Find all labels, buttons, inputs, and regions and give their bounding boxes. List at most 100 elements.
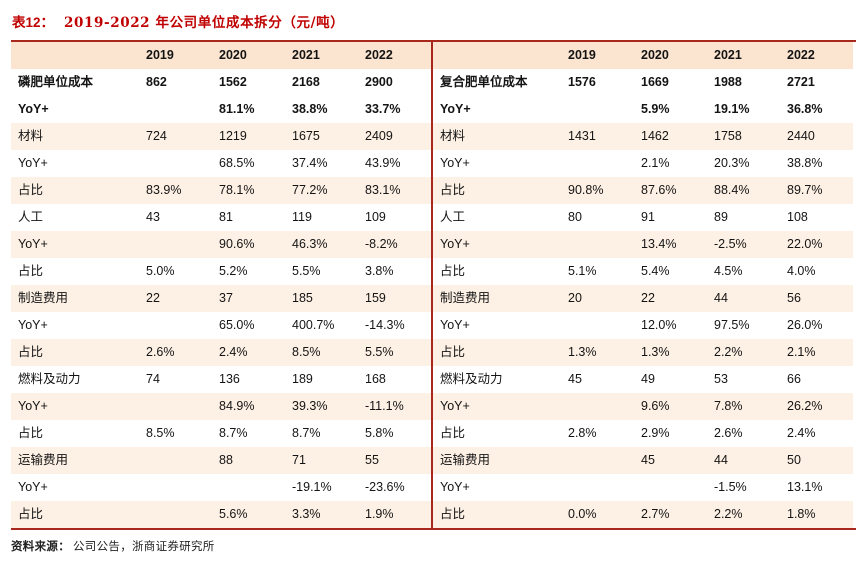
value-cell: 88.4% bbox=[707, 177, 780, 204]
table-row: 占比 1.3% 1.3% 2.2% 2.1% bbox=[433, 339, 853, 366]
row-label-cell: YoY+ bbox=[11, 393, 139, 420]
value-cell: 26.2% bbox=[780, 393, 853, 420]
value-cell: -19.1% bbox=[292, 480, 332, 494]
value-cell: 5.2% bbox=[219, 264, 248, 278]
source-label: 资料来源： bbox=[11, 541, 70, 553]
row-label-cell: YoY+ bbox=[440, 102, 471, 116]
table-row: YoY+ 68.5% 37.4% 43.9% bbox=[11, 150, 431, 177]
value-cell: 45 bbox=[634, 447, 707, 474]
value-cell: 3.8% bbox=[365, 264, 394, 278]
table-row: 占比 5.0% 5.2% 5.5% 3.8% bbox=[11, 258, 431, 285]
value-cell: -14.3% bbox=[365, 318, 405, 332]
value-cell: 5.4% bbox=[641, 264, 670, 278]
row-label-header-cell bbox=[11, 42, 139, 69]
table-row: 占比 2.6% 2.4% 8.5% 5.5% bbox=[11, 339, 431, 366]
row-label-header-cell bbox=[433, 42, 561, 69]
value-cell: 91 bbox=[641, 210, 655, 224]
table-row: 燃料及动力 45 49 53 66 bbox=[433, 366, 853, 393]
row-label-cell: 材料 bbox=[11, 123, 139, 150]
value-cell: 5.5% bbox=[292, 264, 321, 278]
value-cell: 20.3% bbox=[714, 156, 750, 170]
value-cell: 9.6% bbox=[634, 393, 707, 420]
value-cell: 400.7% bbox=[292, 318, 335, 332]
table-row: YoY+ 65.0% 400.7% -14.3% bbox=[11, 312, 431, 339]
value-cell: 46.3% bbox=[285, 231, 358, 258]
value-cell: 44 bbox=[707, 447, 780, 474]
value-cell: 2.9% bbox=[641, 426, 670, 440]
value-cell: 81 bbox=[219, 210, 233, 224]
value-cell bbox=[561, 312, 634, 339]
value-cell: 136 bbox=[219, 372, 240, 386]
table-row: 材料 724 1219 1675 2409 bbox=[11, 123, 431, 150]
value-cell: 33.7% bbox=[365, 102, 401, 116]
table-row: 占比 0.0% 2.7% 2.2% 1.8% bbox=[433, 501, 853, 528]
value-cell: 38.8% bbox=[292, 102, 328, 116]
value-cell: 26.0% bbox=[787, 318, 823, 332]
row-label-cell: 制造费用 bbox=[11, 285, 139, 312]
table-row: YoY+ 81.1% 38.8% 33.7% bbox=[11, 96, 431, 123]
row-label-cell: 占比 bbox=[11, 501, 139, 528]
row-label-cell: 人工 bbox=[440, 210, 466, 224]
value-cell: 8.7% bbox=[292, 426, 321, 440]
value-cell: 19.1% bbox=[714, 102, 750, 116]
value-cell: 22 bbox=[139, 285, 212, 312]
value-cell: 84.9% bbox=[212, 393, 285, 420]
value-cell: 1758 bbox=[707, 123, 780, 150]
value-cell bbox=[561, 150, 634, 177]
table-caption: 表12： 2019-2022 年公司单位成本拆分（元/吨） bbox=[12, 11, 856, 31]
value-cell: 5.8% bbox=[365, 426, 394, 440]
value-cell: 724 bbox=[139, 123, 212, 150]
value-cell: 2.6% bbox=[714, 426, 743, 440]
value-cell: 39.3% bbox=[285, 393, 358, 420]
value-cell: 38.8% bbox=[787, 156, 823, 170]
row-label-cell: 材料 bbox=[433, 123, 561, 150]
value-cell: 66 bbox=[787, 372, 801, 386]
value-cell: 1.8% bbox=[780, 501, 853, 528]
top-rule bbox=[11, 40, 856, 42]
value-cell: 44 bbox=[707, 285, 780, 312]
table-row: YoY+ 13.4% -2.5% 22.0% bbox=[433, 231, 853, 258]
table-title: 2019-2022 年公司单位成本拆分（元/吨） bbox=[64, 15, 345, 31]
value-cell: 56 bbox=[780, 285, 853, 312]
row-label-cell: 占比 bbox=[18, 426, 44, 440]
table-row: 燃料及动力 74 136 189 168 bbox=[11, 366, 431, 393]
row-label-cell: YoY+ bbox=[433, 393, 561, 420]
value-cell: 1431 bbox=[561, 123, 634, 150]
value-cell: 13.4% bbox=[634, 231, 707, 258]
value-cell: 8.7% bbox=[219, 426, 248, 440]
value-cell: 159 bbox=[358, 285, 431, 312]
value-cell: 2.4% bbox=[787, 426, 816, 440]
table-row: YoY+ 9.6% 7.8% 26.2% bbox=[433, 393, 853, 420]
value-cell: 55 bbox=[358, 447, 431, 474]
year-header-row: 2019 2020 2021 2022 bbox=[433, 42, 853, 69]
source-text: 公司公告，浙商证券研究所 bbox=[73, 541, 215, 553]
row-label-cell: YoY+ bbox=[440, 156, 470, 170]
row-label-cell: 燃料及动力 bbox=[440, 372, 503, 386]
row-label-cell: 占比 bbox=[433, 177, 561, 204]
value-cell bbox=[139, 96, 212, 123]
value-cell: 80 bbox=[568, 210, 582, 224]
table-row: YoY+ -1.5% 13.1% bbox=[433, 474, 853, 501]
value-cell bbox=[139, 231, 212, 258]
table-row: YoY+ 12.0% 97.5% 26.0% bbox=[433, 312, 853, 339]
row-label-cell: 占比 bbox=[11, 339, 139, 366]
value-cell: 109 bbox=[365, 210, 386, 224]
value-cell: 1.3% bbox=[561, 339, 634, 366]
table-row: 占比 90.8% 87.6% 88.4% 89.7% bbox=[433, 177, 853, 204]
row-label-cell: 运输费用 bbox=[433, 447, 561, 474]
value-cell: 89 bbox=[714, 210, 728, 224]
year-header-cell: 2022 bbox=[358, 42, 431, 69]
value-cell: 2900 bbox=[365, 75, 393, 89]
value-cell: 22.0% bbox=[780, 231, 853, 258]
value-cell: 43.9% bbox=[365, 156, 401, 170]
row-label-cell: 占比 bbox=[440, 264, 466, 278]
table-row: YoY+ 84.9% 39.3% -11.1% bbox=[11, 393, 431, 420]
row-label-cell: YoY+ bbox=[440, 480, 470, 494]
value-cell bbox=[139, 447, 212, 474]
value-cell: 2.1% bbox=[641, 156, 670, 170]
value-cell: 36.8% bbox=[787, 102, 823, 116]
value-cell bbox=[634, 474, 707, 501]
value-cell: 5.6% bbox=[212, 501, 285, 528]
row-label-cell: 占比 bbox=[440, 426, 466, 440]
value-cell: 7.8% bbox=[707, 393, 780, 420]
